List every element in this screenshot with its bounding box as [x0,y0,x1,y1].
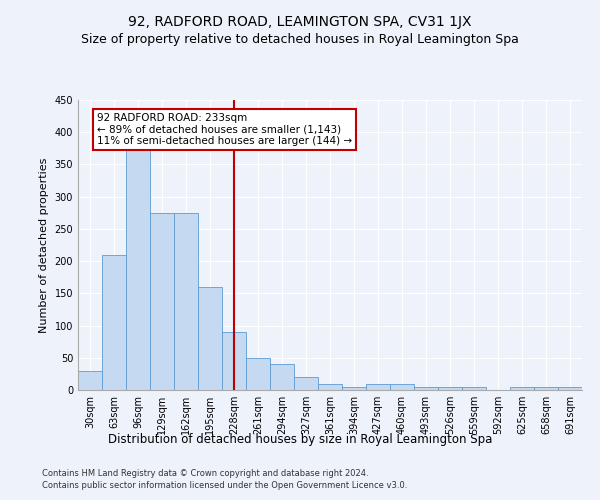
Bar [174,213,198,390]
Bar [270,364,294,390]
Bar [318,384,342,390]
Bar [126,148,150,390]
Bar [462,387,486,390]
Bar [102,254,126,390]
Bar [342,387,366,390]
Bar [558,387,582,390]
Text: Size of property relative to detached houses in Royal Leamington Spa: Size of property relative to detached ho… [81,32,519,46]
Text: Contains HM Land Registry data © Crown copyright and database right 2024.: Contains HM Land Registry data © Crown c… [42,468,368,477]
Text: 92, RADFORD ROAD, LEAMINGTON SPA, CV31 1JX: 92, RADFORD ROAD, LEAMINGTON SPA, CV31 1… [128,15,472,29]
Bar [534,387,558,390]
Text: 92 RADFORD ROAD: 233sqm
← 89% of detached houses are smaller (1,143)
11% of semi: 92 RADFORD ROAD: 233sqm ← 89% of detache… [97,113,352,146]
Bar [510,387,534,390]
Bar [222,332,246,390]
Bar [414,387,438,390]
Y-axis label: Number of detached properties: Number of detached properties [39,158,49,332]
Bar [246,358,270,390]
Bar [366,384,390,390]
Text: Contains public sector information licensed under the Open Government Licence v3: Contains public sector information licen… [42,481,407,490]
Bar [438,387,462,390]
Bar [78,370,102,390]
Bar [198,287,222,390]
Bar [150,213,174,390]
Bar [390,384,414,390]
Bar [294,377,318,390]
Text: Distribution of detached houses by size in Royal Leamington Spa: Distribution of detached houses by size … [108,432,492,446]
